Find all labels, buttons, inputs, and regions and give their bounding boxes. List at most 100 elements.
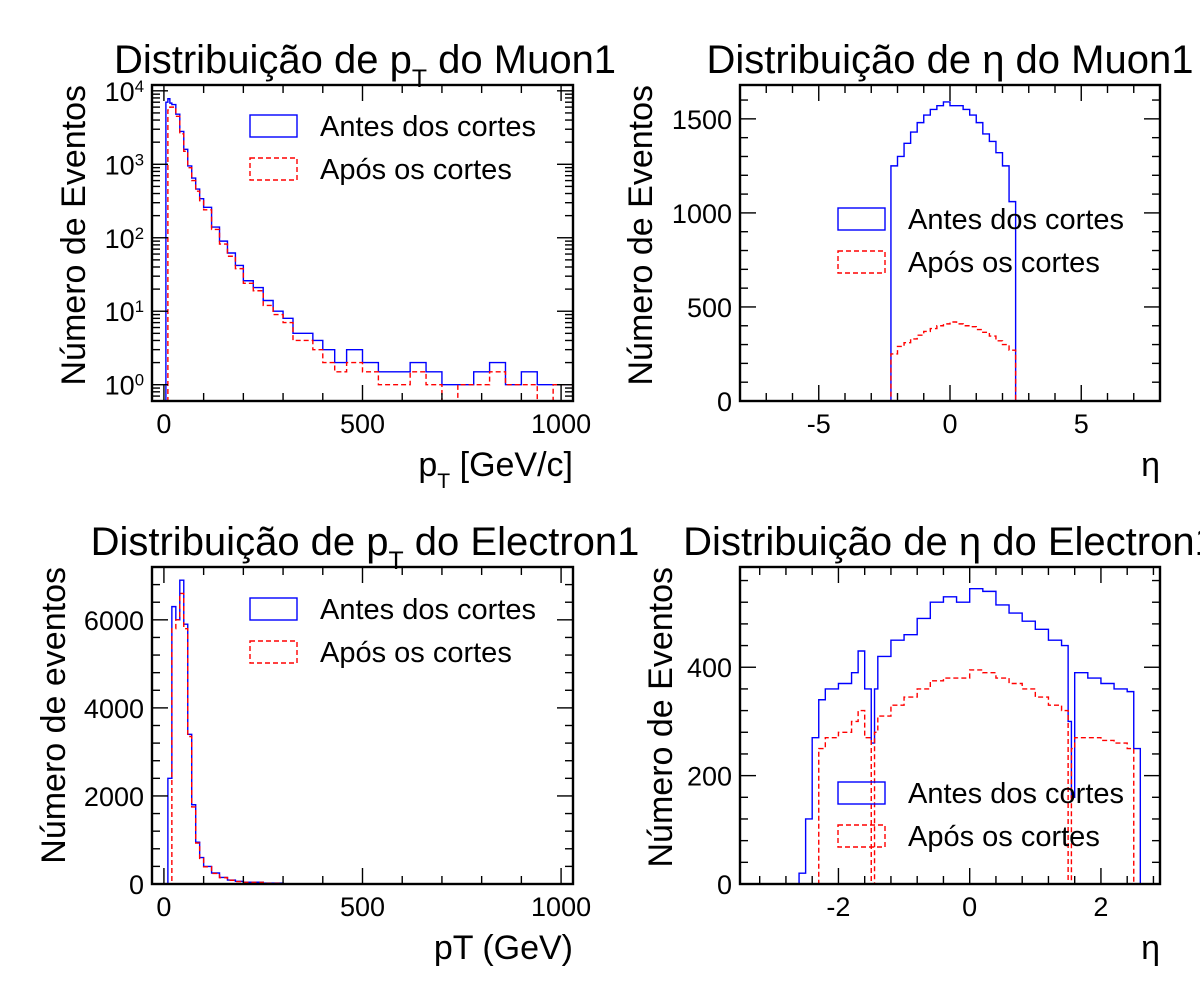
subscript: T [389, 548, 404, 575]
y-tick-label: 0 [717, 387, 732, 417]
x-tick-label: 0 [962, 892, 977, 922]
chart-title: Distribuição de η do Electron1 [683, 520, 1200, 564]
y-tick-label: 500 [687, 293, 732, 323]
ticks [740, 567, 1160, 885]
text-run: 10 [105, 297, 135, 327]
chart-electron-pt: 0 500 1000 0 2000 4000 6000 Distribuição de pT … [35, 520, 639, 967]
ticks [739, 85, 1161, 402]
legend-label: Após os cortes [908, 821, 1100, 853]
legend-label: Antes dos cortes [320, 111, 536, 143]
text-run: Distribuição de η do Electron1 [683, 520, 1200, 564]
text-run: η [1141, 446, 1160, 484]
x-axis-label: pT (GeV) [434, 929, 573, 967]
text-run: Distribuição de η do Muon1 [707, 38, 1194, 82]
subscript: T [437, 470, 450, 493]
superscript: 0 [135, 370, 144, 389]
superscript: 4 [135, 76, 144, 95]
x-tick-label: 0 [942, 409, 957, 439]
series-group [165, 98, 573, 401]
superscript: 1 [135, 297, 144, 316]
series-line-after-cuts [163, 592, 573, 884]
series-group [163, 579, 573, 884]
y-tick-label: 102 [105, 223, 144, 254]
x-axis-label: pT [GeV/c] [418, 446, 573, 493]
legend-label: Antes dos cortes [908, 204, 1124, 236]
x-tick-label: -5 [807, 409, 831, 439]
text-run: Distribuição de p [114, 38, 412, 82]
superscript: 3 [135, 150, 144, 169]
legend-swatch [837, 824, 886, 848]
y-tick-label: 6000 [84, 606, 144, 636]
legend-label: Antes dos cortes [320, 594, 536, 626]
x-tick-label: 500 [340, 892, 385, 922]
chart-title: Distribuição de pT do Muon1 [114, 38, 616, 93]
text-run: 10 [105, 224, 135, 254]
text-run: do Electron1 [404, 520, 640, 564]
text-run: do Muon1 [427, 38, 616, 82]
superscript: 2 [135, 223, 144, 242]
chart-muon-eta: -5 0 5 0 500 1000 1500 Distribuição de η do Muo… [622, 38, 1193, 484]
legend-label: Antes dos cortes [908, 778, 1124, 810]
y-tick-label: 0 [717, 870, 732, 900]
series-line-before-cuts [883, 101, 1160, 401]
series-line-before-cuts [163, 579, 573, 884]
y-tick-label: 4000 [84, 694, 144, 724]
series-line-after-cuts [167, 106, 573, 401]
x-tick-label: 0 [156, 892, 171, 922]
series-group [883, 101, 1160, 401]
y-axis-label: Número de Eventos [642, 567, 680, 868]
legend-swatch [837, 250, 886, 274]
ticks [152, 566, 573, 885]
y-tick-label: 101 [105, 297, 144, 328]
x-tick-label: -2 [826, 892, 850, 922]
chart-title: Distribuição de pT do Electron1 [91, 520, 640, 575]
legend-swatch [837, 781, 886, 805]
plot-frame [738, 83, 1162, 403]
y-tick-label: 104 [105, 76, 144, 107]
x-tick-label: 500 [340, 409, 385, 439]
y-tick-label: 1000 [672, 199, 732, 229]
legend-swatch [249, 597, 298, 621]
series-line-after-cuts [798, 669, 1160, 884]
series-line-before-cuts [165, 98, 573, 401]
plot-frame [738, 565, 1162, 886]
y-axis-label: Número de eventos [35, 567, 73, 864]
y-tick-label: 200 [687, 762, 732, 792]
legend-label: Após os cortes [320, 637, 512, 669]
y-tick-label: 103 [105, 150, 144, 181]
y-tick-label: 2000 [84, 782, 144, 812]
legend-swatch [249, 157, 298, 181]
legend-swatch [249, 640, 298, 664]
x-axis-label: η [1141, 929, 1160, 967]
y-tick-label: 100 [105, 370, 144, 401]
x-tick-label: 5 [1074, 409, 1089, 439]
series-group [798, 587, 1160, 884]
x-tick-label: 1000 [531, 892, 591, 922]
text-run: 10 [105, 150, 135, 180]
x-tick-label: 0 [156, 409, 171, 439]
x-tick-label: 1000 [531, 409, 591, 439]
text-run: η [1141, 929, 1160, 967]
text-run: 10 [105, 371, 135, 401]
text-run: Distribuição de p [91, 520, 389, 564]
legend-label: Após os cortes [908, 247, 1100, 279]
y-tick-label: 0 [129, 870, 144, 900]
chart-electron-eta: -2 0 2 0 200 400 Distribuição de η do Electron… [642, 520, 1200, 967]
x-axis-label: η [1141, 446, 1160, 484]
series-line-before-cuts [798, 587, 1160, 884]
series-line-after-cuts [883, 321, 1160, 401]
text-run: [GeV/c] [450, 446, 573, 484]
y-axis-label: Número de Eventos [622, 85, 660, 386]
text-run: p [418, 446, 437, 484]
ticks [152, 85, 573, 402]
subscript: T [412, 66, 427, 93]
y-axis-label: Número de Eventos [55, 85, 93, 386]
y-tick-label: 400 [687, 653, 732, 683]
legend-label: Após os cortes [320, 154, 512, 186]
legend-swatch [249, 114, 298, 138]
text-run: 10 [105, 77, 135, 107]
text-run: pT (GeV) [434, 929, 573, 967]
legend-swatch [837, 207, 886, 231]
